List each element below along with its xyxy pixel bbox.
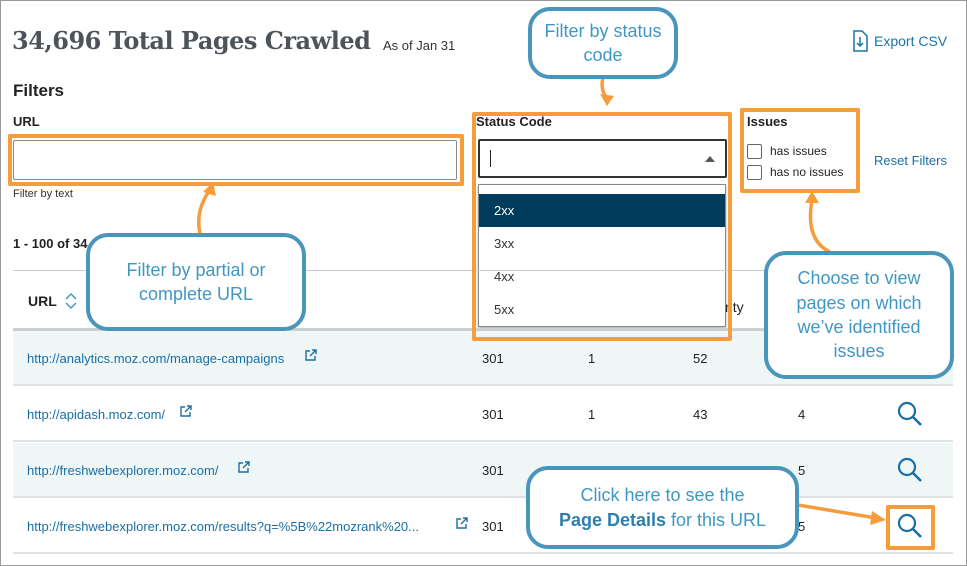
url-column-header[interactable]: URL — [28, 292, 77, 310]
export-csv-label: Export CSV — [874, 33, 948, 49]
status-option-3xx[interactable]: 3xx — [494, 236, 515, 251]
metric-cell: 5 — [798, 463, 806, 478]
external-link-icon[interactable] — [456, 517, 468, 529]
status-code-select[interactable] — [478, 139, 727, 178]
metric-cell: 1 — [588, 407, 596, 422]
metric-cell: 1 — [588, 351, 596, 366]
reset-filters-link[interactable]: Reset Filters — [874, 153, 947, 168]
has-issues-label: has issues — [770, 144, 827, 158]
has-issues-checkbox[interactable]: has issues — [747, 144, 827, 160]
metric-cell: 43 — [693, 407, 708, 422]
has-no-issues-checkbox[interactable]: has no issues — [747, 165, 844, 181]
external-link-icon[interactable] — [238, 461, 250, 473]
page-url-link[interactable]: http://analytics.moz.com/manage-campaign… — [27, 351, 285, 366]
status-code-cell: 301 — [482, 463, 504, 478]
page-url-link[interactable]: http://freshwebexplorer.moz.com/results?… — [27, 519, 419, 534]
export-csv-button[interactable]: Export CSV — [852, 30, 947, 52]
status-option-5xx[interactable]: 5xx — [494, 302, 515, 317]
page-details-search-icon[interactable] — [897, 513, 923, 539]
dropdown-arrow-icon — [705, 156, 715, 162]
table-row: http://freshwebexplorer.moz.com/results?… — [13, 499, 953, 554]
callout-bold-text: Page Details — [558, 509, 666, 530]
metric-cell: 4 — [798, 407, 806, 422]
status-highlight-box — [472, 112, 732, 341]
status-code-dropdown: 2xx 3xx 4xx 5xx — [478, 184, 726, 327]
checkbox[interactable] — [747, 165, 762, 181]
status-filter-callout: Filter by status code — [528, 7, 678, 79]
table-row: http://apidash.moz.com/ 301 1 43 4 — [13, 387, 953, 442]
url-column-label: URL — [28, 293, 57, 309]
metric-cell: 5 — [798, 519, 806, 534]
details-highlight-box — [886, 505, 935, 550]
status-code-label: Status Code — [476, 114, 552, 129]
page-url-link[interactable]: http://apidash.moz.com/ — [27, 407, 166, 422]
page-details-callout: Click here to see the Page Details for t… — [526, 466, 799, 549]
external-link-icon[interactable] — [180, 405, 192, 417]
url-filter-input[interactable] — [13, 140, 457, 180]
header-divider — [13, 328, 953, 331]
url-filter-label: URL — [13, 114, 40, 129]
text-cursor — [490, 150, 491, 167]
checkbox[interactable] — [747, 144, 762, 160]
issues-filter-callout: Choose to view pages on which we’ve iden… — [764, 251, 954, 379]
status-code-cell: 301 — [482, 519, 504, 534]
callout-text: Click here to see the — [580, 485, 745, 506]
issues-label: Issues — [747, 114, 788, 129]
page-details-search-icon[interactable] — [897, 457, 923, 483]
url-filter-callout: Filter by partial or complete URL — [86, 233, 306, 331]
sort-icon[interactable] — [65, 292, 77, 310]
status-code-cell: 301 — [482, 351, 504, 366]
page-url-link[interactable]: http://freshwebexplorer.moz.com/ — [27, 463, 219, 478]
page-details-search-icon[interactable] — [897, 401, 923, 427]
url-highlight-box — [8, 134, 464, 186]
status-option-2xx[interactable]: 2xx — [479, 194, 725, 227]
results-range: 1 - 100 of 34 — [13, 236, 88, 251]
external-link-icon[interactable] — [305, 349, 317, 361]
download-file-icon — [853, 30, 868, 52]
status-option-4xx[interactable]: 4xx — [494, 269, 515, 284]
as-of-date: As of Jan 31 — [383, 38, 456, 53]
status-code-cell: 301 — [482, 407, 504, 422]
divider — [13, 270, 953, 271]
metric-cell: 52 — [693, 351, 708, 366]
has-no-issues-label: has no issues — [770, 165, 844, 179]
url-filter-hint: Filter by text — [13, 188, 73, 200]
page-title: 34,696 Total Pages Crawled — [12, 26, 371, 55]
callout-text: for this URL — [671, 509, 767, 530]
filters-heading: Filters — [13, 81, 65, 100]
issues-highlight-box — [740, 108, 860, 193]
